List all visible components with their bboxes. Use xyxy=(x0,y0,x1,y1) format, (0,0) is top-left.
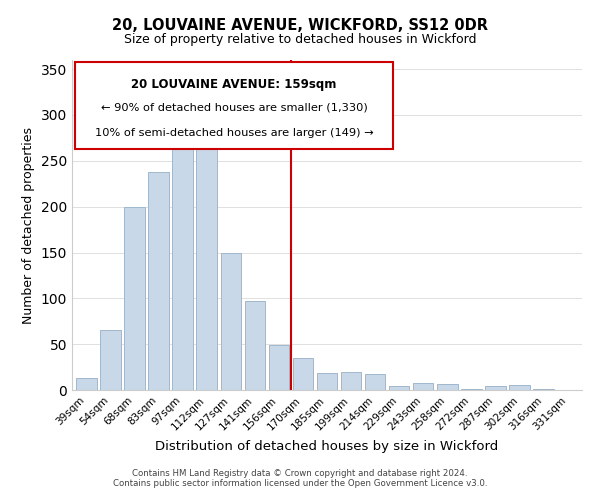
Bar xyxy=(533,389,554,390)
Bar xyxy=(172,135,193,390)
Text: Contains public sector information licensed under the Open Government Licence v3: Contains public sector information licen… xyxy=(113,479,487,488)
Bar xyxy=(365,374,385,390)
Bar xyxy=(413,382,433,390)
X-axis label: Distribution of detached houses by size in Wickford: Distribution of detached houses by size … xyxy=(155,440,499,453)
Bar xyxy=(221,252,241,390)
Y-axis label: Number of detached properties: Number of detached properties xyxy=(22,126,35,324)
Bar xyxy=(317,372,337,390)
Bar xyxy=(269,345,289,390)
Text: Size of property relative to detached houses in Wickford: Size of property relative to detached ho… xyxy=(124,32,476,46)
Bar xyxy=(461,389,482,390)
Text: Contains HM Land Registry data © Crown copyright and database right 2024.: Contains HM Land Registry data © Crown c… xyxy=(132,469,468,478)
Bar xyxy=(148,172,169,390)
Text: ← 90% of detached houses are smaller (1,330): ← 90% of detached houses are smaller (1,… xyxy=(101,103,367,113)
Text: 10% of semi-detached houses are larger (149) →: 10% of semi-detached houses are larger (… xyxy=(95,128,373,138)
Bar xyxy=(509,386,530,390)
Bar xyxy=(124,206,145,390)
Bar xyxy=(196,124,217,390)
Text: 20 LOUVAINE AVENUE: 159sqm: 20 LOUVAINE AVENUE: 159sqm xyxy=(131,78,337,91)
Bar xyxy=(100,330,121,390)
FancyBboxPatch shape xyxy=(74,62,394,149)
Bar xyxy=(293,358,313,390)
Bar xyxy=(245,301,265,390)
Bar xyxy=(389,386,409,390)
Bar xyxy=(76,378,97,390)
Bar xyxy=(437,384,458,390)
Text: 20, LOUVAINE AVENUE, WICKFORD, SS12 0DR: 20, LOUVAINE AVENUE, WICKFORD, SS12 0DR xyxy=(112,18,488,32)
Bar xyxy=(485,386,506,390)
Bar xyxy=(341,372,361,390)
